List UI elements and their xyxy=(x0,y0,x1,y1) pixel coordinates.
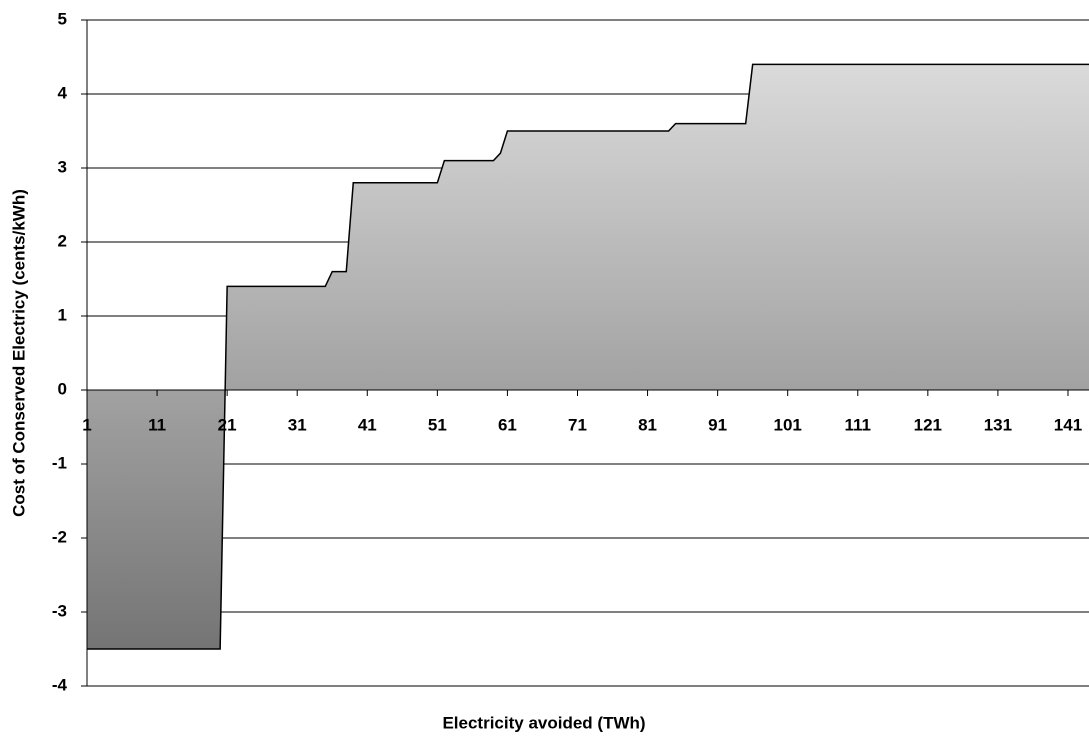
line xyxy=(87,63,1089,650)
area xyxy=(87,64,1089,649)
y-tick-label: 3 xyxy=(58,157,67,176)
x-tick-label: 11 xyxy=(148,415,166,434)
x-tick-label: 81 xyxy=(638,415,657,434)
x-tick-label: 21 xyxy=(218,415,237,434)
x-tick-label: 111 xyxy=(845,415,872,434)
y-tick-label: -2 xyxy=(52,527,67,546)
y-axis-title: Cost of Conserved Electricy (cents/kWh) xyxy=(9,189,28,517)
x-tick-label: 91 xyxy=(708,415,727,434)
y-tick-label: -3 xyxy=(52,601,67,620)
x-tick-label: 51 xyxy=(428,415,447,434)
y-tick-label: 2 xyxy=(58,231,67,250)
y-tick-label: 1 xyxy=(58,305,67,324)
y-tick-label: -4 xyxy=(52,675,68,694)
x-tick-label: 101 xyxy=(774,415,802,434)
y-tick-label: 0 xyxy=(58,379,67,398)
x-tick-label: 71 xyxy=(568,415,587,434)
x-tick-label: 141 xyxy=(1054,415,1082,434)
y-tick-label: 5 xyxy=(58,9,67,28)
y-tick-label: 4 xyxy=(58,83,68,102)
y-tick-label: -1 xyxy=(52,453,67,472)
x-tick-label: 1 xyxy=(82,415,91,434)
x-axis-title: Electricity avoided (TWh) xyxy=(442,713,645,732)
x-tick-label: 121 xyxy=(914,415,942,434)
x-tick-label: 41 xyxy=(358,415,377,434)
x-tick-label: 31 xyxy=(288,415,307,434)
x-tick-label: 131 xyxy=(984,415,1012,434)
x-tick-label: 61 xyxy=(498,415,517,434)
